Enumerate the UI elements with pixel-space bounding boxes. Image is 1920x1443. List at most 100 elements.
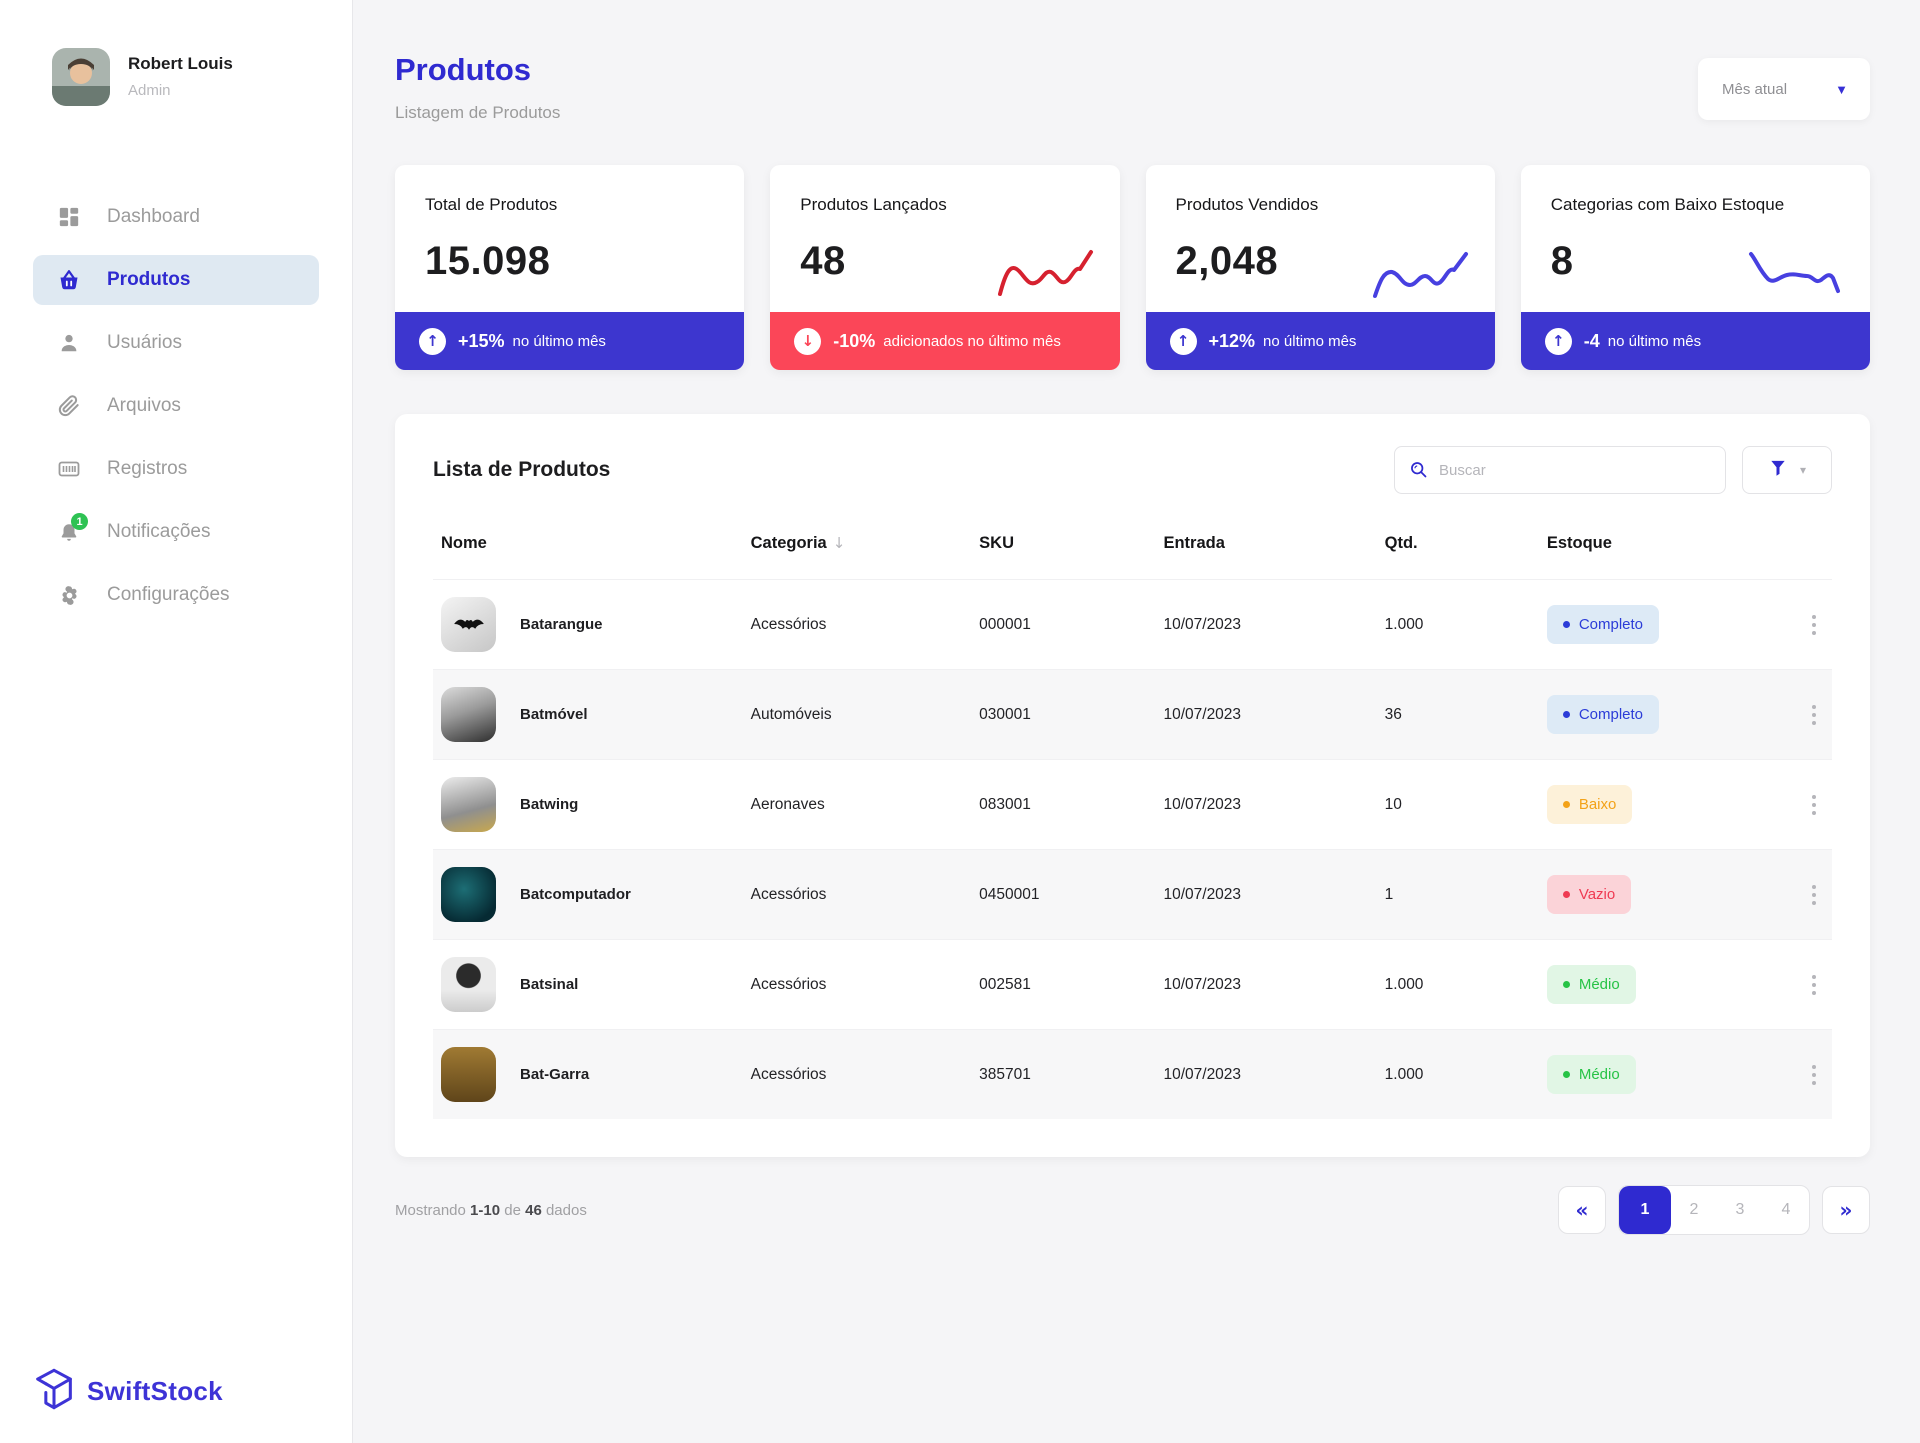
sidebar-item-arquivos[interactable]: Arquivos — [33, 381, 319, 431]
page-button-1[interactable]: 1 — [1619, 1186, 1671, 1234]
product-qty: 1.000 — [1384, 615, 1424, 633]
product-sku: 385701 — [979, 1065, 1031, 1083]
status-badge: Médio — [1546, 965, 1636, 1004]
product-name: Batwing — [520, 796, 579, 813]
user-info: Robert Louis Admin — [128, 48, 233, 99]
table-row: Batarangue Acessórios 000001 10/07/2023 … — [433, 579, 1832, 669]
paperclip-icon — [57, 394, 81, 418]
status-dot-icon — [1562, 1071, 1570, 1078]
page-button-3[interactable]: 3 — [1735, 1201, 1745, 1218]
page-button-2[interactable]: 2 — [1689, 1201, 1699, 1218]
pagination: « 1 2 3 4 » — [1558, 1185, 1870, 1235]
dashboard-icon — [57, 205, 81, 229]
product-name: Batcomputador — [520, 886, 631, 903]
product-category: Acessórios — [750, 615, 827, 633]
sidebar-item-notificacoes[interactable]: 1 Notificações — [33, 507, 319, 557]
product-thumbnail — [441, 867, 496, 922]
product-entry-date: 10/07/2023 — [1163, 615, 1242, 633]
search-icon — [1408, 459, 1429, 485]
product-name: Bat-Garra — [520, 1066, 590, 1083]
page-subtitle: Listagem de Produtos — [395, 103, 561, 122]
stat-note: no último mês — [1263, 332, 1357, 350]
product-sku: 0450001 — [979, 885, 1040, 903]
stat-value: 8 — [1550, 239, 1574, 283]
product-qty: 1 — [1384, 885, 1394, 903]
gear-icon — [57, 583, 81, 607]
period-select[interactable]: Mês atual ▼ — [1698, 58, 1870, 120]
page-header: Produtos Listagem de Produtos Mês atual … — [395, 52, 1870, 123]
stat-delta: +12% — [1208, 330, 1256, 351]
chevron-down-icon: ▾ — [1799, 463, 1807, 477]
stat-value: 2,048 — [1175, 239, 1279, 283]
page-button-4[interactable]: 4 — [1781, 1201, 1791, 1218]
stat-card-produtos-lancados: Produtos Lançados 48 ↓ -10% adicionados … — [770, 165, 1120, 370]
sidebar-item-label: Notificações — [107, 521, 211, 542]
pagination-prev-button[interactable]: « — [1558, 1186, 1606, 1234]
status-dot-icon — [1562, 801, 1570, 808]
status-dot-icon — [1562, 621, 1570, 628]
stat-note: no último mês — [512, 332, 606, 350]
product-thumbnail — [441, 597, 496, 652]
sidebar-item-configuracoes[interactable]: Configurações — [33, 570, 319, 620]
page-title-block: Produtos Listagem de Produtos — [395, 52, 560, 123]
product-entry-date: 10/07/2023 — [1163, 1065, 1242, 1083]
row-menu-button[interactable] — [1804, 787, 1824, 823]
sparkline-red — [997, 250, 1093, 296]
col-sku: SKU — [979, 534, 1015, 552]
filter-button[interactable]: ▾ — [1742, 446, 1832, 494]
main-content: Produtos Listagem de Produtos Mês atual … — [353, 0, 1920, 1443]
stat-value: 15.098 — [425, 239, 551, 283]
stat-title: Produtos Lançados — [800, 195, 947, 214]
product-category: Acessórios — [750, 975, 827, 993]
filter-funnel-icon — [1768, 458, 1788, 483]
sidebar-item-usuarios[interactable]: Usuários — [33, 318, 319, 368]
col-entrada: Entrada — [1163, 534, 1225, 552]
product-sku: 000001 — [979, 615, 1031, 633]
table-row: Batwing Aeronaves 083001 10/07/2023 10 B… — [433, 759, 1832, 849]
arrow-down-circle-icon: ↓ — [794, 327, 822, 355]
row-menu-button[interactable] — [1804, 1057, 1824, 1093]
page-title: Produtos — [395, 52, 532, 87]
sparkline-blue — [1372, 252, 1468, 298]
stat-footer: ↑ +12% no último mês — [1145, 312, 1495, 370]
row-menu-button[interactable] — [1804, 607, 1824, 643]
product-category: Acessórios — [750, 885, 827, 903]
product-name: Batarangue — [520, 616, 603, 633]
product-qty: 36 — [1384, 705, 1402, 723]
product-category: Automóveis — [750, 705, 832, 723]
sidebar-item-label: Dashboard — [107, 206, 200, 227]
sort-down-icon[interactable]: ↓ — [832, 534, 846, 552]
sidebar-item-dashboard[interactable]: Dashboard — [33, 192, 319, 242]
period-select-value: Mês atual — [1722, 80, 1788, 98]
status-dot-icon — [1562, 981, 1570, 988]
product-name: Batsinal — [520, 976, 579, 993]
pagination-next-button[interactable]: » — [1822, 1186, 1870, 1234]
col-nome: Nome — [441, 534, 487, 552]
user-name: Robert Louis — [128, 54, 233, 73]
sidebar-item-produtos[interactable]: Produtos — [33, 255, 319, 305]
row-menu-button[interactable] — [1804, 877, 1824, 913]
basket-icon — [57, 268, 81, 292]
sidebar-item-label: Arquivos — [107, 395, 181, 416]
product-entry-date: 10/07/2023 — [1163, 705, 1242, 723]
arrow-up-circle-icon: ↑ — [1544, 327, 1572, 355]
row-menu-button[interactable] — [1804, 967, 1824, 1003]
stat-note: adicionados no último mês — [883, 332, 1061, 350]
row-menu-button[interactable] — [1804, 697, 1824, 733]
stat-title: Total de Produtos — [425, 195, 558, 214]
sparkline-blue — [1749, 252, 1840, 293]
col-estoque: Estoque — [1546, 534, 1612, 552]
stat-card-baixo-estoque: Categorias com Baixo Estoque 8 ↑ -4 no ú… — [1520, 165, 1870, 370]
stat-delta: -10% — [833, 330, 876, 351]
table-row: Batcomputador Acessórios 0450001 10/07/2… — [433, 849, 1832, 939]
notification-badge: 1 — [71, 513, 88, 530]
showing-text: Mostrando 1-10 de 46 dados — [395, 1201, 587, 1219]
search-box — [1394, 446, 1726, 494]
double-chevron-left-icon: « — [1575, 1198, 1589, 1222]
logo-cube-icon — [33, 1366, 75, 1417]
sidebar-item-registros[interactable]: Registros — [33, 444, 319, 494]
search-input[interactable] — [1394, 446, 1726, 494]
user-profile: Robert Louis Admin — [0, 0, 352, 106]
product-thumbnail — [441, 777, 496, 832]
table-row: Batmóvel Automóveis 030001 10/07/2023 36… — [433, 669, 1832, 759]
